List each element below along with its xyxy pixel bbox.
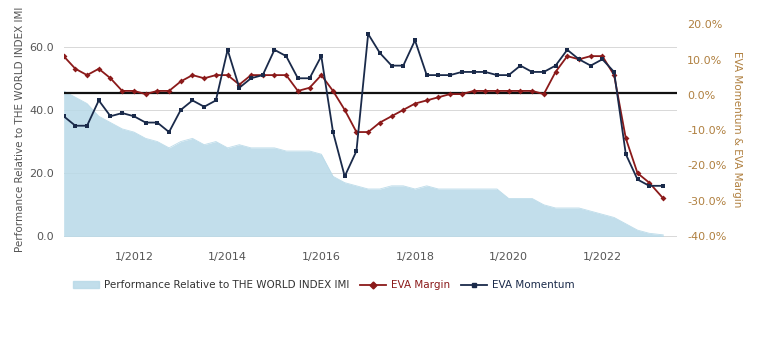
Legend: Performance Relative to THE WORLD INDEX IMI, EVA Margin, EVA Momentum: Performance Relative to THE WORLD INDEX … xyxy=(69,276,579,295)
Y-axis label: Performance Relative to THE WORLD INDEX IMI: Performance Relative to THE WORLD INDEX … xyxy=(15,6,25,252)
Y-axis label: EVA Momentum & EVA Margin: EVA Momentum & EVA Margin xyxy=(732,51,742,207)
